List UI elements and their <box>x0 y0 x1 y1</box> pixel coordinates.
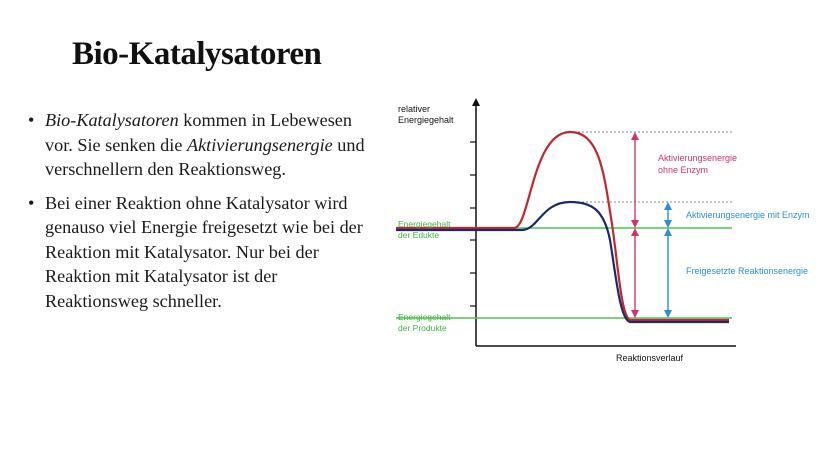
energy-diagram: relativer Energiegehalt Reaktionsverlauf… <box>396 98 810 363</box>
slide-title: Bio-Katalysatoren <box>72 36 322 72</box>
bullet-1-text: Bio-Katalysatoren kommen in Lebewesen vo… <box>45 110 365 179</box>
bullet-dot: • <box>28 110 35 130</box>
y-axis-ticks <box>470 141 476 307</box>
curve-without-enzyme <box>396 130 729 322</box>
bullet-2: • Bei einer Reaktion ohne Katalysator wi… <box>26 191 366 314</box>
y-axis-label-line1: relativer <box>398 104 430 114</box>
educts-label-line1: Energiegehalt <box>398 219 451 229</box>
x-axis-label: Reaktionsverlauf <box>616 353 684 363</box>
bullet-list: • Bio-Katalysatoren kommen in Lebewesen … <box>26 108 366 322</box>
activation-without-label-line2: ohne Enzym <box>658 165 708 175</box>
released-energy-label: Freigesetzte Reaktionsenergie <box>686 266 808 276</box>
bullet-2-text: Bei einer Reaktion ohne Katalysator wird… <box>45 192 363 311</box>
curve-with-enzyme <box>396 200 729 324</box>
educts-label-line2: der Edukte <box>398 230 439 240</box>
products-label-line2: der Produkte <box>398 323 447 333</box>
y-axis-label-line2: Energiegehalt <box>398 115 454 125</box>
activation-with-label: Aktivierungsenergie mit Enzym <box>686 210 810 220</box>
products-label-line1: Energiegehalt <box>398 312 451 322</box>
activation-without-label-line1: Aktivierungsenergie <box>658 153 737 163</box>
bullet-1: • Bio-Katalysatoren kommen in Lebewesen … <box>26 108 366 182</box>
bullet-dot: • <box>28 192 35 213</box>
